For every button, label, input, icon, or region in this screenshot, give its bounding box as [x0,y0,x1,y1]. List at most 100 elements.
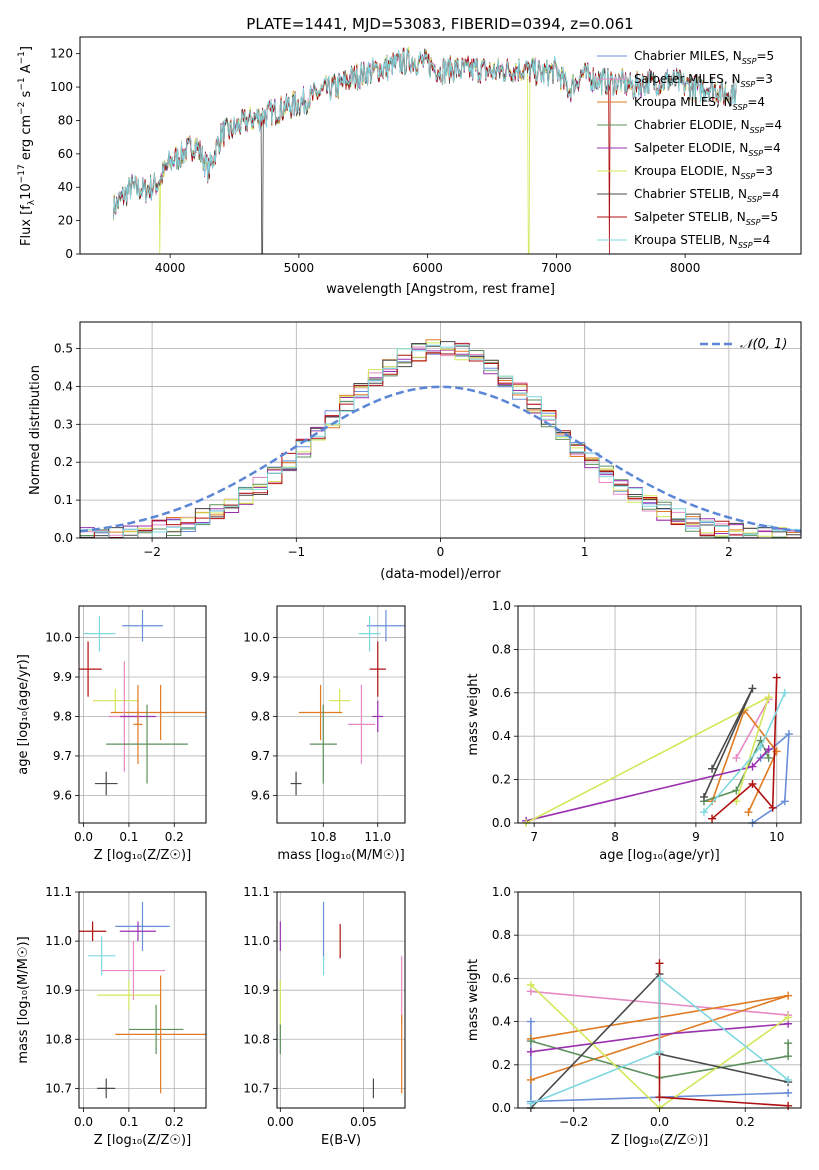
weight-marker [784,1013,793,1022]
legend-name: Chabrier ELODIE, N [634,118,750,132]
axes-frame [517,605,802,824]
weight-line-salpeter-stelib [658,963,789,1107]
x-tick-label: 11.0 [364,830,391,844]
legend-name: Chabrier MILES, N [634,49,742,63]
x-tick-label: 0.1 [119,1115,138,1129]
legend-entry: Kroupa MILES, NSSP=4 [634,95,765,112]
y-tick-label: 0.3 [54,417,73,431]
y-tick-label: 10.7 [45,1081,72,1095]
weight-marker [699,792,708,801]
x-axis-label: age [log₁₀(age/yr)] [599,848,720,863]
y-axis-label-part: Flux [f [19,205,34,246]
y-tick-label: 0.2 [492,1058,511,1072]
legend-sub: SSP [733,103,748,112]
histogram-kroupa-stelib [80,344,801,538]
y-tick-label: 9.6 [251,788,270,802]
x-tick-label: 4000 [155,261,186,275]
y-axis-label-part: λ [27,199,37,205]
y-axis-label: Flux [fλ10−17 erg cm−2 s−1 A−1] [17,46,37,246]
y-tick-label: 10.8 [243,1032,270,1046]
weight-marker [699,808,708,817]
x-tick-label: 5000 [284,261,315,275]
weight-marker [526,1075,535,1084]
y-tick-label: 0.8 [492,928,511,942]
x-tick-label: 7000 [541,261,572,275]
y-axis-label: mass weight [466,673,481,755]
y-tick-label: 9.8 [53,709,72,723]
legend-sub: SSP [746,218,761,227]
x-tick-label: 7 [530,830,538,844]
legend-n: =5 [760,210,778,224]
weight-marker [708,814,717,823]
legend-sub: SSP [741,172,756,181]
weight-marker [732,753,741,762]
weight-marker [784,991,793,1000]
x-tick-label: 0.2 [736,1115,755,1129]
weight-line-kroupa-elodie [530,984,789,1108]
weight-line-kroupa-miles [711,708,778,813]
x-axis-label: wavelength [Angstrom, rest frame] [326,282,555,297]
weight-marker [708,764,717,773]
legend-name: Kroupa STELIB, N [634,233,738,247]
legend-name: Salpeter STELIB, N [634,210,746,224]
x-tick-label: 9 [692,830,700,844]
y-axis-label: age [log₁₀(age/yr)] [16,654,31,775]
weight-marker [780,797,789,806]
y-tick-label: 0.0 [492,1101,511,1115]
y-tick-label: 40 [58,180,73,194]
y-tick-label: 9.7 [251,749,270,763]
figure-title: PLATE=1441, MJD=53083, FIBERID=0394, z=0… [246,15,633,33]
y-tick-label: 10.0 [243,631,270,645]
weight-marker [756,743,765,752]
y-tick-label: 60 [58,147,73,161]
y-tick-label: 11.0 [45,934,72,948]
weight-marker [655,974,664,983]
x-tick-label: 0.05 [350,1115,377,1129]
legend-n: =4 [763,141,781,155]
x-tick-label: 8 [611,830,619,844]
weight-marker [784,1101,793,1110]
y-tick-label: 10.8 [45,1032,72,1046]
x-axis-label: E(B-V) [321,1133,361,1148]
legend-n: =5 [756,49,774,63]
legend-name: Salpeter MILES, N [634,72,741,86]
y-axis-label-part: erg cm [19,115,34,164]
weight-line-kroupa-elodie [525,695,771,823]
y-tick-label: 0.8 [492,642,511,656]
legend-sub: SSP [750,126,765,135]
legend-name: Salpeter ELODIE, N [634,141,748,155]
weight-marker [784,1052,793,1061]
weight-marker [655,1093,664,1102]
weight-marker [768,803,777,812]
x-tick-label: 6000 [412,261,443,275]
axes-frame [276,605,406,824]
histogram-salpeter-elodie [80,348,801,538]
axes-frame [276,891,406,1109]
y-axis-label-part: A [19,64,34,77]
legend-name: Kroupa ELODIE, N [634,164,741,178]
y-tick-label: 11.0 [243,934,270,948]
weight-line-salpeter-miles [735,698,770,759]
x-tick-label: 0.1 [119,830,138,844]
x-tick-label: 0.0 [74,830,93,844]
weight-marker [526,1099,535,1108]
legend-n: =3 [755,164,773,178]
legend-sub: SSP [741,80,756,89]
weight-marker [655,959,664,968]
weight-marker [526,1017,535,1026]
y-tick-label: 10.7 [243,1081,270,1095]
y-axis-label: mass [log₁₀(M/M☉)] [16,936,31,1063]
y-tick-label: 0.6 [492,686,511,700]
y-tick-label: 0.0 [54,531,73,545]
y-tick-label: 1.0 [492,885,511,899]
y-tick-label: 0.6 [492,971,511,985]
y-tick-label: 9.6 [53,788,72,802]
histogram-chabrier-stelib [80,341,801,538]
x-tick-label: 1 [581,545,589,559]
axes-frame [78,605,207,824]
legend-entry: Chabrier MILES, NSSP=5 [634,49,774,66]
legend-entry: Salpeter ELODIE, NSSP=4 [634,141,781,158]
y-tick-label: 20 [58,214,73,228]
legend-sub: SSP [747,195,762,204]
